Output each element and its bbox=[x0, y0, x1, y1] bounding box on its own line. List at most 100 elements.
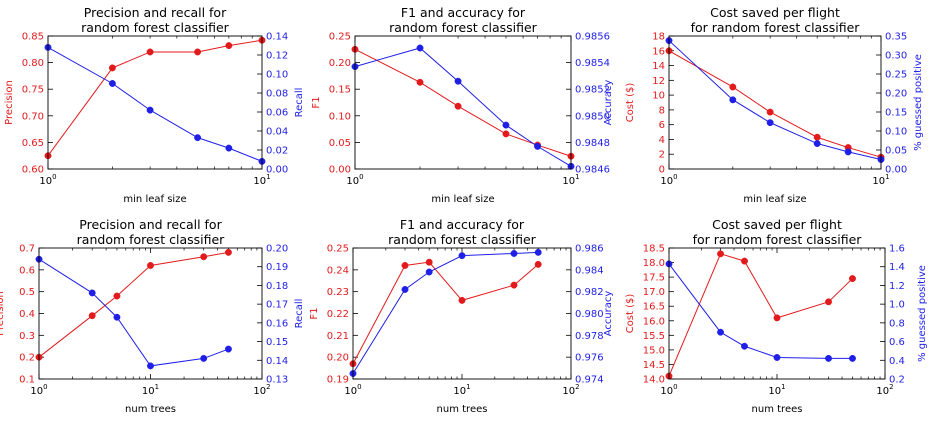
y-right-tick-label: 1.4 bbox=[889, 262, 905, 273]
y-left-tick-label: 0.20 bbox=[327, 353, 349, 364]
data-point-left bbox=[729, 83, 737, 91]
data-point-left bbox=[510, 281, 518, 289]
y-right-tick-label: 0.9856 bbox=[575, 32, 610, 43]
chart-title-line-1: Precision and recall for bbox=[84, 5, 227, 20]
y-right-tick-label: 0.10 bbox=[885, 127, 907, 138]
data-point-right bbox=[458, 252, 466, 260]
y-left-axis-label: Cost ($) bbox=[625, 83, 636, 123]
data-point-right bbox=[425, 268, 433, 276]
y-right-tick-label: 0.02 bbox=[266, 146, 288, 157]
x-tick-base: 10 bbox=[453, 386, 466, 397]
series-line-right bbox=[38, 258, 229, 367]
data-point-right bbox=[225, 144, 233, 152]
y-left-tick-label: 18.0 bbox=[643, 258, 665, 269]
x-axis-label: num trees bbox=[437, 404, 488, 415]
y-left-tick-label: 15.0 bbox=[643, 345, 665, 356]
data-point-right bbox=[454, 77, 462, 85]
series-line-left bbox=[38, 251, 229, 358]
data-point-right bbox=[502, 121, 510, 129]
data-point-right bbox=[194, 134, 202, 142]
y-right-axis-label: Accuracy bbox=[603, 291, 614, 337]
y-left-tick-label: 16.0 bbox=[643, 316, 665, 327]
series-line-left bbox=[668, 50, 882, 158]
y-left-tick-label: 17.5 bbox=[643, 273, 665, 284]
y-left-tick-label: 14.0 bbox=[643, 375, 665, 386]
y-left-axis-label: Precision bbox=[4, 80, 15, 125]
data-point-left bbox=[88, 312, 96, 320]
y-left-tick-label: 0.05 bbox=[329, 138, 351, 149]
y-left-tick-label: 18.5 bbox=[643, 244, 665, 255]
plot-frame bbox=[668, 247, 886, 380]
chart-title-line-2: random forest classifier bbox=[389, 20, 538, 35]
x-tick-exponent: 1 bbox=[155, 383, 159, 391]
data-point-left bbox=[813, 133, 821, 141]
y-right-tick-label: 0.35 bbox=[885, 32, 907, 43]
y-right-tick-label: 0.13 bbox=[266, 375, 288, 386]
x-tick-label: 102 bbox=[562, 383, 579, 397]
x-tick-exponent: 0 bbox=[43, 383, 47, 391]
x-tick-label: 102 bbox=[253, 383, 270, 397]
y-right-tick-label: 0.20 bbox=[266, 244, 288, 255]
x-tick-label: 100 bbox=[660, 383, 677, 397]
y-right-tick-label: 1.0 bbox=[889, 300, 905, 311]
data-point-right bbox=[416, 44, 424, 52]
y-left-axis-label: Cost ($) bbox=[625, 294, 636, 334]
data-point-left bbox=[425, 258, 433, 266]
y-left-tick-label: 6 bbox=[659, 120, 665, 131]
y-left-tick-label: 0.21 bbox=[327, 331, 349, 342]
y-right-tick-label: 0.978 bbox=[575, 331, 604, 342]
x-tick-label: 100 bbox=[30, 383, 47, 397]
data-point-left bbox=[225, 42, 233, 50]
x-tick-exponent: 0 bbox=[52, 173, 56, 181]
series-line-left bbox=[354, 48, 572, 157]
chart-title-line-2: random forest classifier bbox=[77, 232, 226, 247]
plot-frame bbox=[354, 35, 572, 170]
y-right-axis-label: % guessed positive bbox=[917, 265, 928, 362]
x-tick-label: 101 bbox=[872, 173, 889, 187]
x-tick-exponent: 1 bbox=[466, 383, 470, 391]
y-left-tick-label: 0.75 bbox=[22, 85, 44, 96]
y-left-tick-label: 0.7 bbox=[19, 244, 35, 255]
y-right-tick-label: 0.984 bbox=[575, 265, 604, 276]
y-left-tick-label: 4 bbox=[659, 135, 665, 146]
y-right-tick-label: 0.19 bbox=[266, 262, 288, 273]
y-right-tick-label: 0.16 bbox=[266, 318, 288, 329]
data-point-left bbox=[458, 296, 466, 304]
data-point-right bbox=[108, 80, 116, 87]
data-point-left bbox=[194, 48, 202, 56]
y-right-tick-label: 0.14 bbox=[266, 32, 288, 43]
y-left-tick-label: 0.4 bbox=[19, 309, 35, 320]
y-left-tick-label: 15.5 bbox=[643, 331, 665, 342]
y-left-tick-label: 0.20 bbox=[329, 58, 351, 69]
y-left-tick-label: 0.19 bbox=[327, 375, 349, 386]
y-left-tick-label: 0.1 bbox=[19, 375, 35, 386]
x-tick-base: 10 bbox=[346, 176, 359, 187]
series-line-right bbox=[668, 40, 882, 160]
x-axis-label: min leaf size bbox=[123, 194, 186, 205]
y-left-tick-label: 17.0 bbox=[643, 287, 665, 298]
y-left-tick-label: 0.10 bbox=[329, 111, 351, 122]
data-point-right bbox=[88, 289, 96, 297]
data-point-left bbox=[401, 262, 409, 269]
y-left-tick-label: 0.23 bbox=[327, 287, 349, 298]
y-right-tick-label: 0.10 bbox=[266, 70, 288, 81]
y-right-tick-label: 0.06 bbox=[266, 108, 288, 119]
data-point-right bbox=[534, 142, 541, 150]
y-right-axis-label: Recall bbox=[294, 88, 305, 118]
y-right-tick-label: 0.25 bbox=[885, 70, 907, 81]
data-point-left bbox=[108, 64, 116, 72]
x-axis-label: min leaf size bbox=[431, 194, 494, 205]
x-tick-exponent: 0 bbox=[359, 173, 363, 181]
x-axis-label: num trees bbox=[752, 404, 803, 415]
x-tick-base: 10 bbox=[253, 386, 266, 397]
data-point-right bbox=[813, 140, 821, 147]
y-left-tick-label: 0.80 bbox=[22, 58, 44, 69]
x-tick-label: 100 bbox=[344, 383, 361, 397]
x-axis-label: num trees bbox=[125, 404, 176, 415]
data-point-right bbox=[401, 286, 409, 293]
